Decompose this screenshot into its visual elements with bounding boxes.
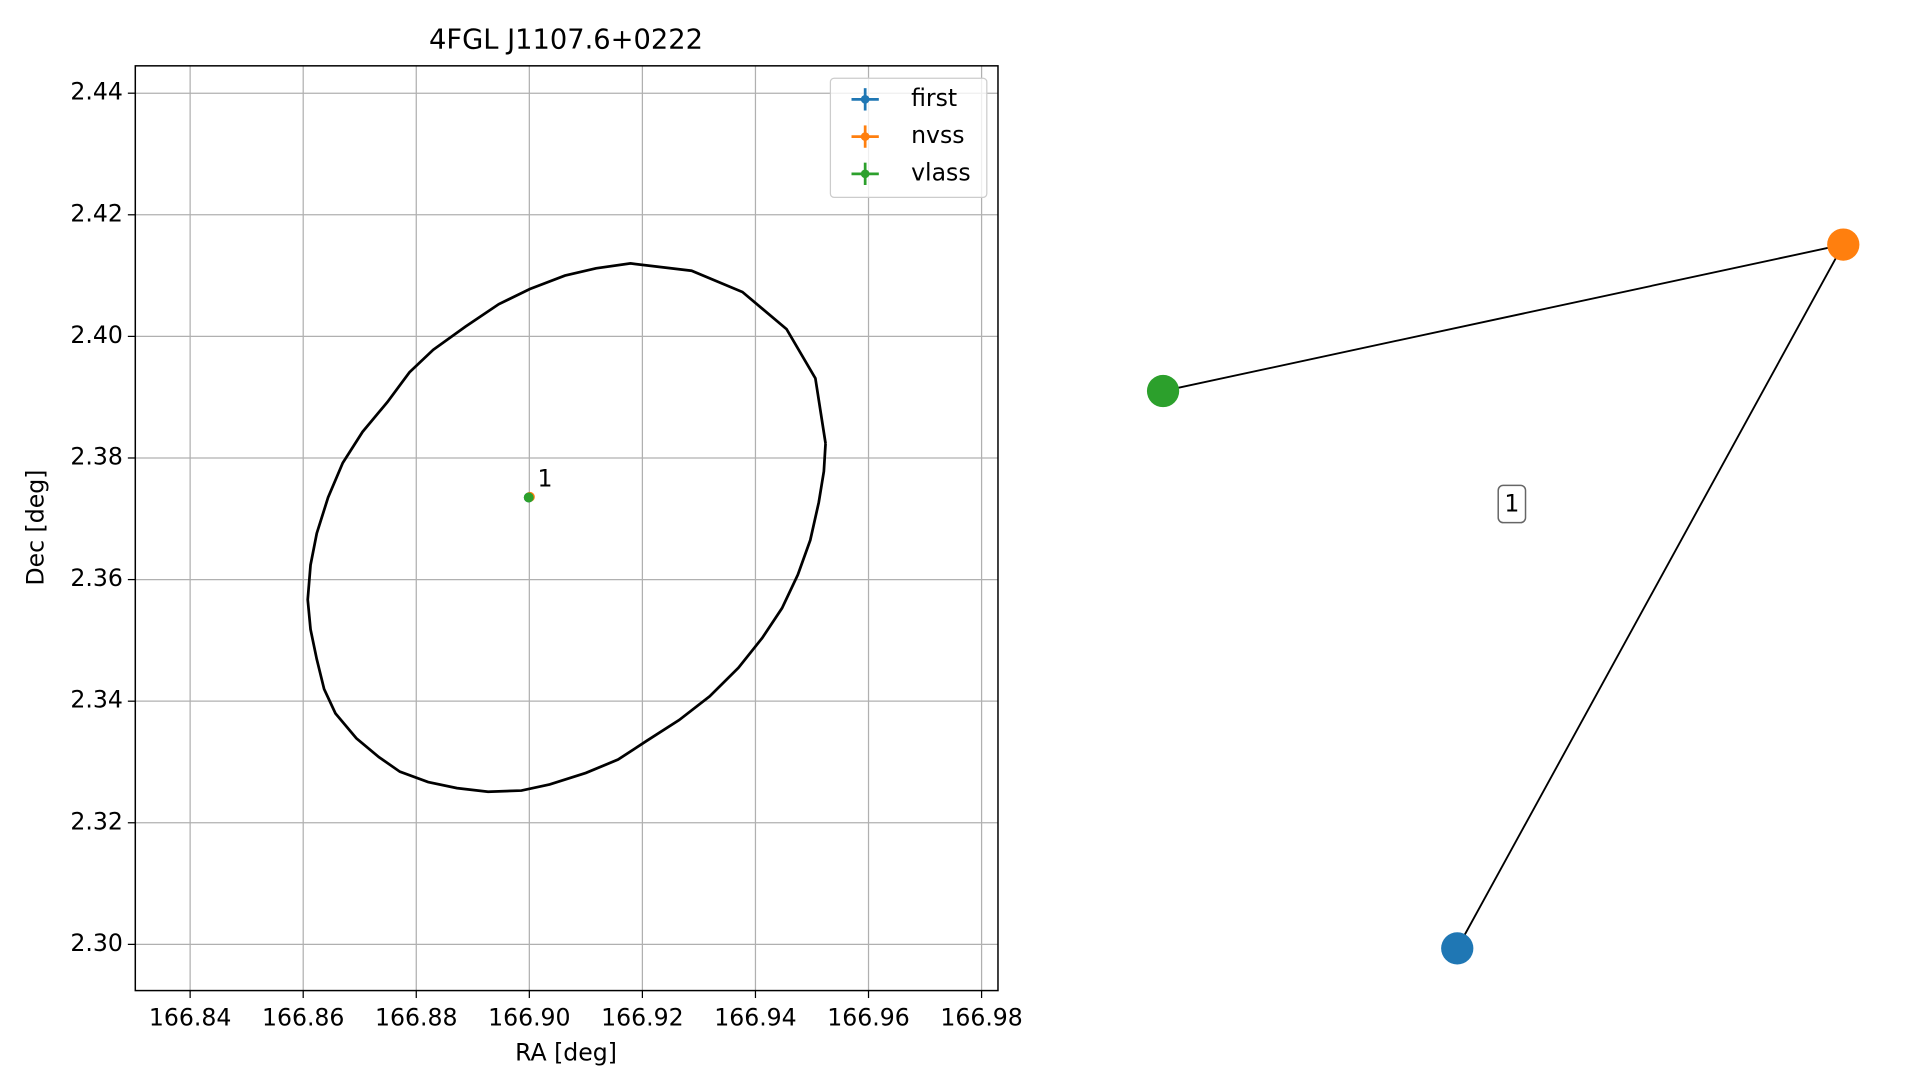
y-tick-label: 2.42 <box>70 199 123 227</box>
edge <box>1456 244 1845 949</box>
x-tick-label: 166.98 <box>940 1004 1023 1032</box>
y-tick-label: 2.30 <box>70 929 123 957</box>
y-tick-label: 2.34 <box>70 686 123 714</box>
x-tick-label: 166.86 <box>262 1004 345 1032</box>
x-tick-label: 166.96 <box>827 1004 910 1032</box>
node <box>1827 228 1860 261</box>
data-point <box>523 492 534 503</box>
legend-marker <box>860 132 870 141</box>
y-tick-label: 2.36 <box>70 564 123 592</box>
chart-title: 4FGL J1107.6+0222 <box>429 25 703 56</box>
ellipse <box>306 262 827 794</box>
legend-marker <box>860 95 870 104</box>
y-tick-label: 2.32 <box>70 807 123 835</box>
legend-marker <box>860 169 870 179</box>
x-axis-label: RA [deg] <box>515 1038 617 1066</box>
y-tick-label: 2.38 <box>70 442 123 470</box>
plot-frame <box>134 65 999 992</box>
legend-label: first <box>911 84 957 112</box>
x-tick-label: 166.92 <box>601 1004 684 1032</box>
node <box>1146 374 1180 408</box>
legend-box <box>829 77 988 199</box>
x-tick-label: 166.90 <box>488 1004 571 1032</box>
y-tick-label: 2.40 <box>70 321 123 349</box>
x-tick-label: 166.94 <box>714 1004 797 1032</box>
edge <box>1162 243 1844 392</box>
node <box>1441 932 1474 965</box>
x-tick-label: 166.84 <box>149 1004 232 1032</box>
y-tick-label: 2.44 <box>70 78 123 106</box>
graph-label: 1 <box>1504 490 1519 518</box>
legend-label: nvss <box>911 121 964 149</box>
x-tick-label: 166.88 <box>375 1004 458 1032</box>
y-axis-label: Dec [deg] <box>22 470 50 586</box>
label-box <box>1497 484 1527 524</box>
legend-label: vlass <box>911 158 971 186</box>
annotation: 1 <box>537 465 552 493</box>
